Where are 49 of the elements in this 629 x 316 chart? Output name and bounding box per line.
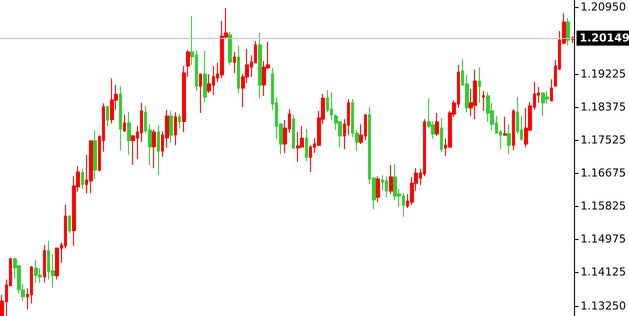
candlestick <box>385 176 388 198</box>
candlestick <box>482 90 485 112</box>
candlestick <box>435 112 439 136</box>
candlestick <box>507 124 511 155</box>
y-tick-label: 1.20950 <box>580 0 626 14</box>
candlestick <box>81 168 84 190</box>
candlestick <box>119 86 122 151</box>
y-tick-label: 1.14975 <box>580 232 626 246</box>
candlestick <box>376 176 380 203</box>
candlestick <box>389 164 393 195</box>
y-tick-label: 1.19225 <box>580 67 626 80</box>
candlestick <box>228 31 232 66</box>
candlestick <box>93 130 97 180</box>
candlestick <box>330 92 333 120</box>
candlestick <box>503 116 507 136</box>
candlestick <box>174 112 177 146</box>
candlestick <box>68 214 71 234</box>
y-tick-label: 1.16675 <box>580 166 626 180</box>
candlestick <box>203 50 207 103</box>
candlestick <box>199 74 202 114</box>
candlestick <box>123 114 126 132</box>
candlestick <box>305 128 308 162</box>
candlestick <box>169 110 173 144</box>
candlestick <box>512 108 515 151</box>
candlestick <box>292 114 295 150</box>
y-tick-label: 1.14125 <box>580 265 626 278</box>
y-tick-label: 1.17525 <box>580 133 626 146</box>
candlestick <box>127 112 131 156</box>
candlestick <box>440 118 443 153</box>
y-tick-label: 1.18375 <box>580 100 626 114</box>
candlestick <box>110 78 114 124</box>
candlestick <box>152 128 156 169</box>
candlestick <box>178 114 181 129</box>
candlestick <box>106 105 109 128</box>
candlestick <box>550 78 553 102</box>
candlestick <box>541 92 545 117</box>
candlestick <box>473 69 477 120</box>
candlestick <box>34 260 38 284</box>
candlestick <box>258 32 262 99</box>
candlestick <box>89 140 93 194</box>
candlestick <box>566 17 570 46</box>
candlestick <box>478 66 481 104</box>
candlestick <box>233 52 236 74</box>
y-tick-label: 1.15825 <box>580 199 626 212</box>
candlestick <box>237 45 240 94</box>
ref-line-label: 1.20149 <box>580 32 629 45</box>
y-tick-label: 1.13250 <box>580 299 626 312</box>
candlestick <box>157 124 160 176</box>
candlestick <box>43 244 46 284</box>
